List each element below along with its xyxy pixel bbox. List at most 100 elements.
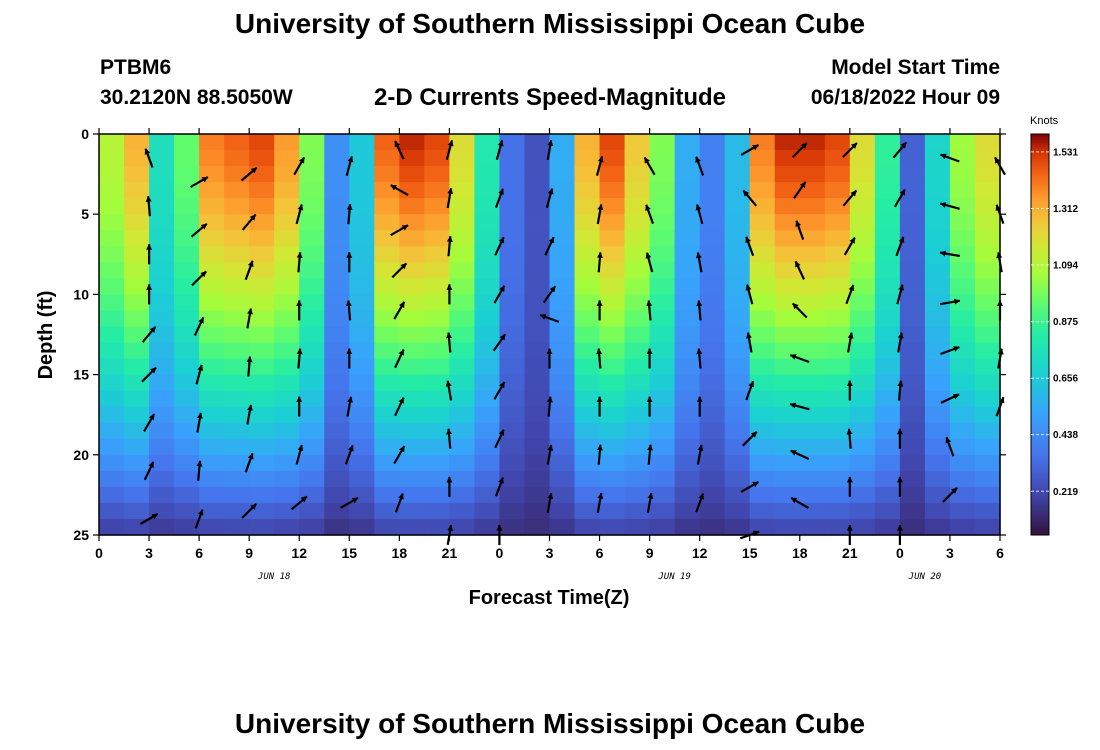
heatmap-cell [224, 518, 250, 536]
heatmap-cell [549, 166, 576, 183]
heatmap-cell [224, 390, 250, 408]
heatmap-cell [574, 278, 601, 295]
heatmap-cell [524, 502, 551, 520]
heatmap-cell [849, 326, 876, 344]
heatmap-cell [224, 262, 250, 279]
heatmap-cell [299, 406, 325, 424]
current-arrow [742, 189, 758, 207]
heatmap-cell [99, 422, 125, 440]
current-arrow [940, 153, 960, 163]
heatmap-cell [199, 182, 225, 199]
heatmap-cell [974, 454, 1001, 472]
current-arrow [295, 444, 304, 465]
heatmap-cell [249, 262, 275, 279]
heatmap-cell [424, 518, 450, 536]
heatmap-cell [899, 198, 926, 215]
heatmap-cell [949, 134, 976, 151]
heatmap-cell [774, 518, 801, 536]
heatmap-cell [899, 294, 926, 312]
heatmap-cell [124, 342, 150, 360]
heatmap-cell [99, 470, 125, 488]
heatmap-cell [749, 422, 776, 440]
heatmap-cell [174, 342, 200, 360]
heatmap-cell [749, 310, 776, 328]
heatmap-cell [624, 166, 651, 183]
heatmap-cell [899, 358, 926, 376]
heatmap-cell [549, 374, 576, 392]
heatmap-cell [974, 278, 1001, 295]
heatmap-cell [499, 454, 526, 472]
x-tick-label: 18 [392, 545, 408, 561]
heatmap-cell [949, 454, 976, 472]
heatmap-cell [499, 486, 526, 504]
heatmap-cell [199, 486, 225, 504]
current-arrow [495, 139, 504, 160]
heatmap-cell [874, 294, 901, 312]
current-arrow [643, 156, 656, 176]
heatmap-cell [824, 150, 851, 167]
heatmap-cell [724, 326, 751, 344]
current-arrow [394, 397, 405, 417]
heatmap-cell [724, 182, 751, 199]
current-arrow [144, 148, 154, 168]
heatmap-cell [299, 438, 325, 456]
heatmap-cell [199, 518, 225, 536]
heatmap-cell [549, 518, 576, 536]
x-axis-label: Forecast Time(Z) [469, 587, 630, 609]
heatmap-cell [599, 182, 626, 199]
heatmap-cell [774, 214, 801, 231]
colorbar-tick-label: 0.219 [1053, 487, 1078, 498]
heatmap-cell [549, 294, 576, 312]
heatmap-cell [549, 182, 576, 199]
heatmap-cell [524, 278, 551, 295]
heatmap-cell [299, 326, 325, 344]
heatmap-cell [149, 294, 175, 312]
heatmap-cell [724, 438, 751, 456]
heatmap-cell [799, 438, 826, 456]
heatmap-cell [474, 358, 501, 376]
heatmap-cell [349, 166, 375, 183]
current-arrow [145, 195, 152, 217]
heatmap-cell [349, 246, 375, 263]
heatmap-cell [399, 134, 425, 151]
heatmap-cell [199, 470, 225, 488]
heatmap-cell [274, 358, 300, 376]
x-tick-label: 9 [245, 545, 253, 561]
heatmap-cell [749, 278, 776, 295]
heatmap-cell [899, 150, 926, 167]
heatmap-cell [874, 278, 901, 295]
current-arrow [596, 492, 604, 513]
current-arrow [546, 444, 554, 465]
heatmap-cell [974, 390, 1001, 408]
heatmap-cell [649, 198, 676, 215]
heatmap-cell [99, 374, 125, 392]
current-arrow [695, 493, 705, 513]
heatmap-cell [724, 374, 751, 392]
heatmap-cell [874, 214, 901, 231]
x-tick-label: 9 [646, 545, 654, 561]
heatmap-cell [874, 454, 901, 472]
heatmap-cell [574, 166, 601, 183]
heatmap-cell [724, 278, 751, 295]
heatmap-cell [124, 278, 150, 295]
heatmap-cell [649, 150, 676, 167]
heatmap-cell [524, 374, 551, 392]
heatmap-cell [349, 326, 375, 344]
heatmap-cell [624, 518, 651, 536]
heatmap-cell [974, 294, 1001, 312]
heatmap-cell [124, 470, 150, 488]
heatmap-cell [124, 262, 150, 279]
heatmap-cell [449, 502, 476, 520]
heatmap-cell [499, 502, 526, 520]
heatmap-cell [899, 134, 926, 151]
heatmap-cell [599, 502, 626, 520]
heatmap-cell [349, 342, 375, 360]
heatmap-cell [374, 214, 400, 231]
heatmap-cell [849, 214, 876, 231]
heatmap-cell [974, 214, 1001, 231]
current-arrow [195, 364, 204, 385]
heatmap-cell [349, 470, 375, 488]
heatmap-cell [124, 486, 150, 504]
heatmap-cell [124, 294, 150, 312]
heatmap-cell [349, 182, 375, 199]
